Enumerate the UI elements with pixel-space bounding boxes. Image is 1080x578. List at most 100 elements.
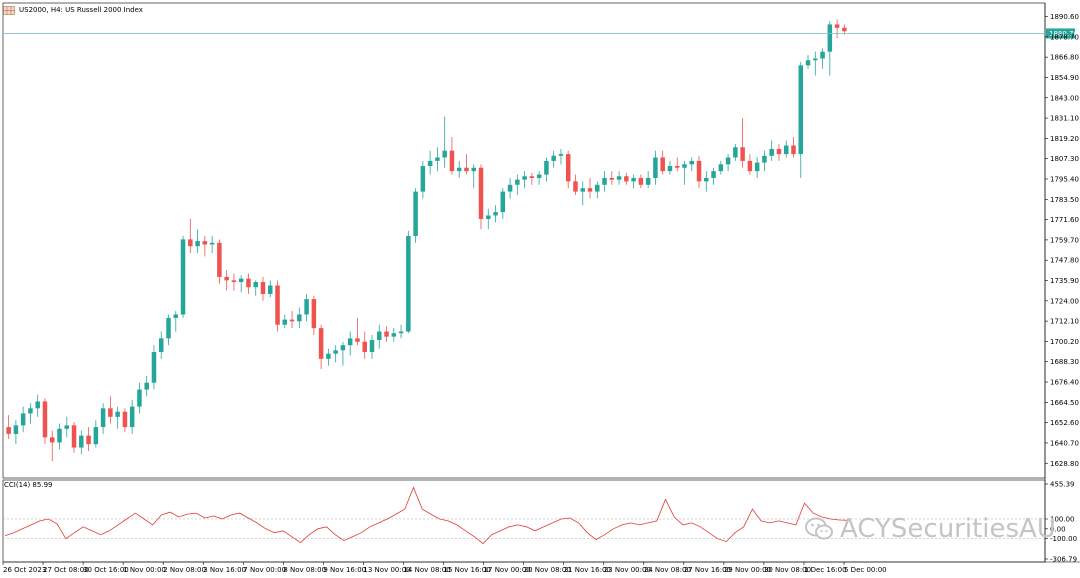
price-tick-label: 1795.40 bbox=[1050, 175, 1079, 183]
candle-body bbox=[217, 242, 222, 277]
price-tick-label: 1759.70 bbox=[1050, 236, 1079, 244]
candle-body bbox=[493, 212, 498, 216]
candle-body bbox=[696, 160, 702, 182]
candle-body bbox=[624, 176, 629, 182]
candle-body bbox=[35, 401, 40, 409]
candle-body bbox=[311, 299, 317, 329]
price-tick-label: 1676.40 bbox=[1050, 379, 1079, 387]
candle-body bbox=[587, 188, 593, 192]
chart-title-bar: US2000, H4: US Russell 2000 Index bbox=[3, 4, 143, 16]
time-tick-label: 5 Dec 00:00 bbox=[844, 566, 887, 574]
time-tick-label: 27 Oct 08:00 bbox=[43, 566, 89, 574]
cci-level-lines bbox=[3, 518, 1045, 539]
candle-body bbox=[398, 331, 404, 334]
candle-body bbox=[529, 176, 535, 178]
price-tick-label: 1819.20 bbox=[1050, 135, 1079, 143]
candle-body bbox=[158, 338, 164, 353]
candle-body bbox=[6, 427, 11, 434]
cci-tick-label: 455.39 bbox=[1050, 481, 1075, 489]
time-tick-label: 29 Nov 00:00 bbox=[724, 566, 771, 574]
candle-body bbox=[289, 319, 295, 322]
candle-body bbox=[515, 179, 520, 185]
candle-body bbox=[137, 389, 142, 407]
candle-body bbox=[347, 338, 353, 346]
candle-body bbox=[754, 162, 760, 172]
time-tick-label: 21 Nov 16:00 bbox=[564, 566, 611, 574]
candle-body bbox=[406, 235, 411, 332]
candle-body bbox=[464, 167, 469, 172]
candle-body bbox=[326, 353, 331, 359]
candle-body bbox=[558, 154, 564, 156]
candle-body bbox=[573, 181, 578, 192]
candle-body bbox=[820, 51, 825, 59]
candle-body bbox=[115, 411, 120, 417]
candle-body bbox=[268, 285, 273, 294]
candle-body bbox=[355, 338, 360, 342]
candle-body bbox=[79, 435, 84, 448]
candle-body bbox=[791, 145, 796, 155]
candle-body bbox=[173, 314, 179, 318]
time-tick-label: 27 Nov 16:00 bbox=[684, 566, 731, 574]
time-tick-label: 26 Oct 2023 bbox=[3, 566, 46, 574]
candle-body bbox=[478, 167, 484, 219]
candle-body bbox=[209, 242, 215, 245]
watermark-text: ACYSecuritiesAU bbox=[840, 514, 1056, 544]
time-tick-label: 14 Nov 08:00 bbox=[403, 566, 450, 574]
main-chart-area[interactable] bbox=[2, 2, 1046, 479]
current-price-line: 1880.70 bbox=[3, 28, 1078, 39]
candle-body bbox=[682, 164, 687, 168]
cci-indicator-label: CCI(14) 85.99 bbox=[4, 481, 53, 489]
candle-body bbox=[733, 147, 738, 158]
candle-body bbox=[798, 65, 804, 155]
candle-body bbox=[762, 155, 767, 163]
candle-body bbox=[616, 176, 622, 180]
price-tick-label: 1628.80 bbox=[1050, 460, 1079, 468]
time-tick-label: 3 Nov 16:00 bbox=[203, 566, 246, 574]
candle-body bbox=[108, 408, 113, 417]
cci-indicator-panel[interactable] bbox=[2, 479, 1046, 563]
price-tick-label: 1878.70 bbox=[1050, 33, 1079, 41]
candle-body bbox=[834, 24, 840, 28]
candle-body bbox=[842, 27, 847, 32]
cci-axis: 455.39 100.00 0.00 -100.00 -306.79 bbox=[1045, 481, 1077, 564]
wechat-icon bbox=[805, 517, 833, 540]
cci-tick-label: -100.00 bbox=[1050, 535, 1077, 543]
candle-body bbox=[57, 428, 62, 443]
chart-grid-icon[interactable] bbox=[3, 5, 15, 15]
time-tick-label: 20 Nov 08:00 bbox=[524, 566, 571, 574]
candle-body bbox=[166, 317, 171, 339]
price-tick-label: 1724.00 bbox=[1050, 297, 1079, 305]
price-tick-label: 1735.90 bbox=[1050, 277, 1079, 285]
time-tick-label: 30 Oct 16:00 bbox=[83, 566, 129, 574]
candle-body bbox=[471, 167, 476, 172]
candle-body bbox=[333, 350, 338, 354]
time-tick-label: 23 Nov 00:00 bbox=[604, 566, 651, 574]
candle-body bbox=[253, 282, 258, 288]
time-tick-label: 15 Nov 16:00 bbox=[444, 566, 491, 574]
candle-body bbox=[122, 411, 128, 428]
candle-body bbox=[282, 319, 288, 325]
candle-body bbox=[129, 406, 135, 428]
price-tick-label: 1712.10 bbox=[1050, 318, 1079, 326]
candle-body bbox=[340, 345, 346, 351]
candle-body bbox=[638, 177, 644, 185]
price-tick-label: 1843.00 bbox=[1050, 94, 1079, 102]
time-tick-label: 17 Nov 00:00 bbox=[484, 566, 531, 574]
candle-body bbox=[384, 331, 389, 337]
candle-body bbox=[507, 184, 513, 192]
chart-title: US2000, H4: US Russell 2000 Index bbox=[19, 6, 143, 14]
candle-body bbox=[362, 341, 367, 353]
candle-body bbox=[725, 157, 731, 165]
candle-body bbox=[224, 276, 229, 281]
candle-body bbox=[536, 174, 542, 178]
candle-body bbox=[20, 413, 26, 426]
candle-body bbox=[449, 150, 455, 172]
price-tick-label: 1866.80 bbox=[1050, 54, 1079, 62]
cci-tick-label: -306.79 bbox=[1050, 556, 1077, 564]
cci-line bbox=[4, 486, 849, 545]
current-price-label: 1880.70 bbox=[1049, 30, 1078, 38]
candle-body bbox=[565, 154, 571, 182]
candle-body bbox=[195, 241, 200, 247]
time-tick-label: 13 Nov 00:00 bbox=[363, 566, 410, 574]
